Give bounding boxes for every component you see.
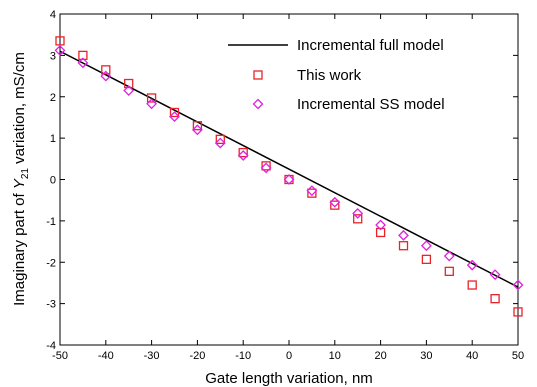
series-diamond [54, 44, 524, 291]
diamond-marker [352, 208, 364, 219]
legend-label: Incremental SS model [297, 96, 445, 113]
y-tick-label: 4 [50, 9, 56, 21]
diamond-marker [466, 259, 478, 271]
y-tick-label: 1 [50, 133, 56, 145]
series-line [59, 50, 519, 288]
square-marker [55, 36, 65, 46]
square-marker [375, 227, 386, 238]
square-marker [513, 307, 523, 317]
x-tick-label: 30 [420, 350, 432, 362]
square-marker [467, 280, 477, 290]
x-tick-label: 40 [466, 350, 478, 362]
x-tick-label: 0 [286, 350, 292, 362]
y-tick-label: -2 [46, 257, 56, 269]
square-marker [78, 50, 88, 61]
y-tick-label: 3 [50, 50, 56, 62]
square-marker [261, 161, 271, 171]
square-marker [353, 214, 363, 224]
square-marker [192, 121, 203, 131]
square-marker [238, 147, 248, 158]
legend: Incremental full model This work Increment… [228, 37, 445, 113]
x-tick-label: -20 [189, 350, 205, 362]
square-marker [101, 65, 111, 75]
square-marker [490, 294, 500, 304]
y-axis-title: Imaginary part of Y21 variation, mS/cm [11, 52, 31, 306]
y-tick-label: -4 [46, 340, 56, 352]
x-tick-label: 50 [512, 350, 524, 362]
diamond-marker [306, 185, 318, 197]
diamond-marker [443, 250, 455, 262]
x-tick-label: 10 [329, 350, 341, 362]
x-tick-label: -40 [98, 350, 114, 362]
diamond-marker [100, 70, 112, 82]
x-tick-label: -50 [52, 350, 68, 362]
x-tick-label: 20 [374, 350, 386, 362]
square-marker [215, 134, 225, 145]
y-tick-label: 0 [50, 175, 56, 187]
diamond-marker [169, 111, 180, 123]
series-line [59, 50, 519, 288]
square-marker [421, 254, 432, 265]
x-axis-title: Gate length variation, nm [205, 370, 373, 387]
series-square [55, 36, 523, 317]
square-marker [284, 174, 294, 185]
plot-frame [59, 13, 519, 346]
diamond-marker [420, 240, 432, 252]
legend-square-swatch [253, 70, 263, 80]
diamond-marker [329, 196, 341, 208]
diamond-marker [283, 174, 295, 185]
legend-label: Incremental full model [297, 37, 444, 54]
square-marker [444, 266, 454, 277]
diamond-marker [512, 279, 524, 291]
square-marker [124, 78, 134, 89]
y-tick-label: -1 [46, 216, 56, 228]
diamond-marker [146, 98, 158, 110]
square-marker [307, 188, 317, 198]
square-marker [169, 107, 180, 118]
y-tick-label: 2 [50, 92, 56, 104]
x-tick-label: -10 [235, 350, 251, 362]
diamond-marker [375, 219, 387, 231]
diamond-marker [54, 44, 66, 56]
legend-label: This work [297, 67, 362, 84]
diamond-marker [214, 137, 226, 149]
legend-diamond-swatch [252, 98, 264, 110]
diamond-marker [260, 162, 272, 174]
square-marker [330, 200, 340, 210]
square-marker [398, 241, 409, 251]
y-tick-label: -3 [46, 299, 56, 311]
x-tick-label: -30 [144, 350, 160, 362]
diamond-marker [123, 85, 135, 96]
diamond-marker [489, 269, 501, 281]
diamond-marker [398, 229, 409, 241]
diamond-marker [237, 150, 249, 161]
diamond-marker [191, 124, 203, 136]
diamond-marker [77, 57, 89, 69]
square-marker [146, 93, 157, 103]
series-layer [54, 36, 524, 317]
